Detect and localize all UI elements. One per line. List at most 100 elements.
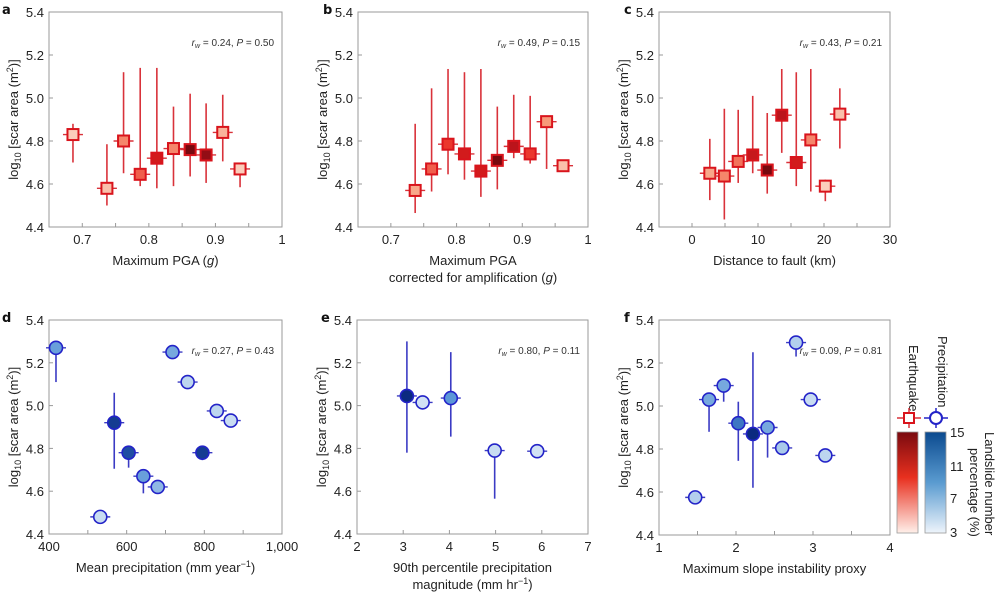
- circle-marker: [223, 413, 239, 428]
- data-point: [146, 67, 167, 189]
- y-tick-label: 5.2: [335, 48, 353, 63]
- y-tick-label: 4.6: [26, 484, 44, 499]
- square-marker: [166, 142, 180, 156]
- panel-f: f 4.4 4.6 4.8 5.0 5.2 5.4 1 2 3 4 log10 [scar area …: [615, 311, 894, 576]
- square-marker: [703, 166, 717, 180]
- y-tick-label: 4.4: [636, 528, 654, 543]
- circle-marker: [443, 390, 459, 406]
- x-axis-label-line1: Maximum PGA: [429, 253, 517, 268]
- circle-marker: [415, 395, 430, 410]
- x-tick-label: 0.8: [140, 232, 158, 247]
- x-tick-label: 4: [886, 540, 893, 555]
- y-tick-label: 5.0: [636, 399, 654, 414]
- data-point: [786, 72, 807, 187]
- data-point: [484, 443, 505, 499]
- data-point: [771, 68, 792, 153]
- square-marker: [66, 128, 80, 142]
- y-axis-label: log10 [scar area (m2)]: [314, 59, 332, 180]
- panel-label-b: b: [323, 3, 332, 18]
- data-point: [421, 88, 442, 192]
- x-tick-label: 0.8: [448, 232, 466, 247]
- x-tick-label: 1: [655, 540, 662, 555]
- x-tick-label: 0.9: [513, 232, 531, 247]
- square-marker: [775, 108, 789, 122]
- data-point: [470, 68, 491, 197]
- data-point: [527, 443, 548, 459]
- x-tick-label: 0: [688, 232, 695, 247]
- circle-marker: [701, 392, 717, 407]
- y-tick-label: 4.4: [636, 220, 654, 235]
- data-point: [133, 468, 154, 494]
- earthquake-colorbar: [896, 431, 919, 534]
- panel-d: d 4.4 4.6 4.8 5.0 5.2 5.4 400 600 800 1,000 log10 […: [2, 311, 298, 575]
- x-tick-label: 20: [817, 232, 831, 247]
- y-axis-label: log10 [scar area (m2)]: [615, 367, 633, 488]
- y-tick-label: 5.4: [334, 313, 352, 328]
- y-tick-label: 4.6: [26, 177, 44, 192]
- circle-marker: [818, 448, 833, 463]
- y-tick-label: 5.2: [636, 356, 654, 371]
- panel-a: a 4.4 4.6 4.8 5.0 5.2 5.4 0.7 0.8 0.9 1 log10 [scar…: [2, 3, 286, 268]
- x-tick-label: 3: [809, 540, 816, 555]
- data-point: [206, 403, 227, 419]
- panel-label-f: f: [624, 311, 630, 326]
- square-marker: [216, 125, 230, 139]
- square-marker: [731, 154, 745, 168]
- legend-earthquake-marker-icon: [897, 408, 921, 428]
- circle-marker: [687, 490, 703, 505]
- data-point: [487, 106, 508, 190]
- colorbar-tick-11: 11: [950, 459, 964, 474]
- data-point: [553, 159, 574, 173]
- data-point: [412, 395, 433, 410]
- panel-label-e: e: [321, 311, 330, 326]
- y-tick-label: 5.0: [26, 399, 44, 414]
- data-point: [786, 335, 807, 357]
- x-tick-label: 0.9: [206, 232, 224, 247]
- square-marker: [474, 164, 488, 178]
- x-tick-label: 600: [116, 539, 138, 554]
- y-axis-label: log10 [scar area (m2)]: [313, 367, 331, 488]
- plot-frame: [658, 11, 891, 228]
- colorbar-tick-3: 3: [950, 525, 957, 540]
- colorbar-label-line1: Landslide number: [982, 432, 997, 536]
- circle-marker: [716, 378, 731, 393]
- data-point: [118, 445, 139, 468]
- data-point: [829, 88, 850, 149]
- data-point: [728, 109, 749, 183]
- square-marker: [760, 163, 774, 177]
- square-marker: [789, 156, 803, 169]
- y-tick-label: 5.4: [26, 5, 44, 20]
- x-tick-label: 0.7: [382, 232, 400, 247]
- y-axis-label: log10 [scar area (m2)]: [615, 59, 633, 180]
- data-point: [45, 340, 66, 383]
- square-marker: [507, 139, 521, 153]
- y-tick-label: 4.4: [26, 220, 44, 235]
- correlation-stat: rw = 0.09, P = 0.81: [800, 346, 883, 358]
- square-marker: [233, 162, 247, 176]
- colorbar-label-line2: percentage (%): [967, 448, 982, 537]
- y-tick-label: 5.4: [636, 5, 654, 20]
- y-tick-label: 5.0: [26, 91, 44, 106]
- x-tick-label: 2: [732, 540, 739, 555]
- y-axis-label: log10 [scar area (m2)]: [5, 59, 23, 180]
- correlation-stat: rw = 0.43, P = 0.21: [800, 38, 883, 50]
- circle-marker: [731, 415, 746, 431]
- y-tick-label: 4.8: [26, 134, 44, 149]
- square-marker: [717, 169, 731, 183]
- circle-marker: [48, 340, 64, 356]
- square-marker: [833, 107, 847, 121]
- x-axis-label: Maximum slope instability proxy: [683, 561, 867, 576]
- y-tick-label: 4.8: [334, 441, 352, 456]
- colorbar-tick-7: 7: [950, 491, 957, 506]
- data-point: [714, 108, 735, 220]
- data-point: [685, 490, 706, 505]
- circle-marker: [92, 509, 108, 525]
- correlation-stat: rw = 0.80, P = 0.11: [498, 346, 580, 358]
- legend-precipitation-marker-icon: [924, 408, 948, 428]
- x-axis-label: Mean precipitation (mm year−1): [76, 559, 255, 575]
- x-tick-label: 7: [584, 539, 591, 554]
- data-point: [177, 374, 198, 390]
- square-marker: [556, 159, 570, 173]
- y-tick-label: 5.2: [636, 48, 654, 63]
- x-tick-label: 10: [751, 232, 765, 247]
